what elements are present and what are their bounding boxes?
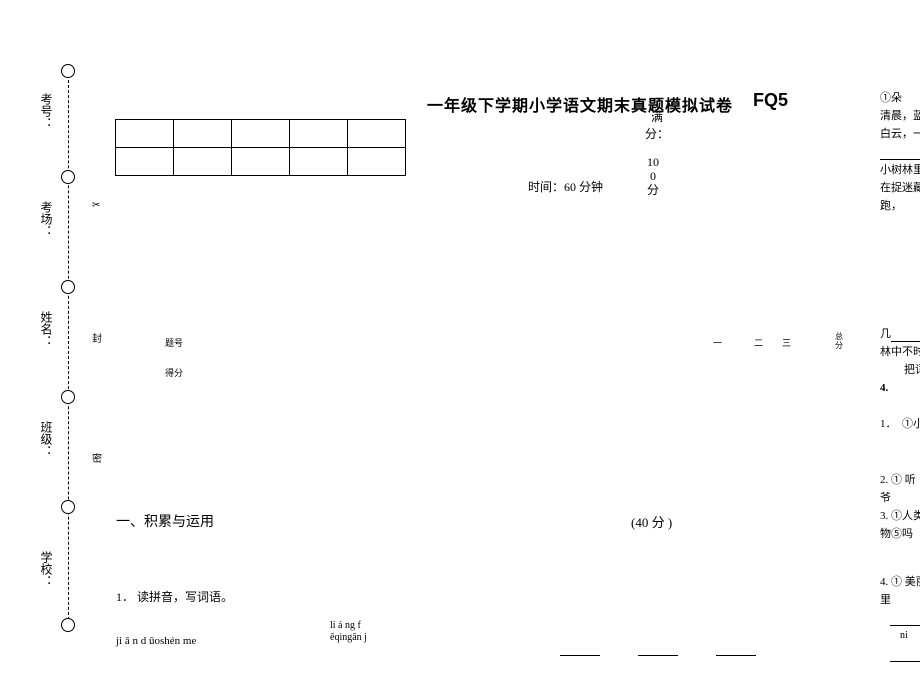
- binding-rail: 考号： 考场： ✂ 姓名： 封 班级： 密 学校：: [38, 70, 98, 630]
- text: ēqingān j: [330, 632, 367, 643]
- rail-label-text: 学校：: [38, 551, 55, 587]
- text: 分: [647, 183, 659, 197]
- answer-blank: [638, 638, 678, 656]
- rc-list-1: 1． ①小羊 ②哟: [880, 416, 920, 432]
- time-label: 时间：60 分钟: [528, 178, 603, 195]
- rail-circle: [61, 618, 75, 632]
- q-number: 4.: [880, 382, 888, 394]
- full-score-value: 10 0 分: [647, 155, 659, 197]
- rc-text: 林中不时吹过一: [880, 344, 920, 360]
- rc-text: 小树林里玩耍，几: [880, 162, 920, 178]
- rail-circle: [61, 500, 75, 514]
- rc-list-3: 3. ①人类的②是③给: [880, 508, 920, 524]
- score-grid: [115, 119, 406, 176]
- rail-label-text: 考场：: [38, 201, 55, 237]
- rail-label-text: 班级：: [38, 421, 55, 457]
- rail-label-room: 考场：: [38, 190, 55, 248]
- right-column: ①朵 ②片 清晨，蓝蓝的天空飘 白云，一小 小树林里玩耍，几 在捉迷藏，几 跑，…: [880, 90, 920, 664]
- rail-label-examno: 考号：: [38, 82, 55, 140]
- text: 分：: [645, 127, 669, 141]
- full-score-label: 满 分：: [645, 108, 669, 142]
- blank: [891, 330, 920, 342]
- question-1: 1． 读拼音，写词语。: [116, 588, 233, 605]
- rc-list-4: 4. ① 美丽: [880, 574, 920, 590]
- col-total: 总分: [835, 332, 843, 350]
- seal-mark: 密: [92, 450, 102, 465]
- rc-text: 清晨，蓝蓝的天空飘: [880, 108, 920, 124]
- col-tihao: 题号: [165, 336, 183, 349]
- scissor-mark: ✂: [92, 200, 100, 211]
- rc-text: 爷 ⑦讲: [880, 490, 920, 506]
- rail-label-class: 班级：: [38, 410, 55, 468]
- text: 10: [647, 155, 659, 169]
- q-text: 读拼音，写词语。: [137, 590, 233, 604]
- rail-dashed-line: [68, 70, 69, 630]
- rc-blank: [880, 646, 920, 662]
- blank: [890, 614, 920, 626]
- seal-mark: 封: [92, 330, 102, 345]
- rc-q4: 4. （填序: [880, 380, 920, 396]
- col-2: 二: [754, 336, 763, 349]
- pinyin-2: li á ng f ēqingān j: [330, 620, 367, 644]
- pinyin-1: ji ā n d ūoshén me: [116, 635, 196, 647]
- rail-circle: [61, 64, 75, 78]
- rc-text: 白云，一小: [880, 126, 920, 142]
- rc-pinyin: ni: [880, 628, 920, 644]
- text: 满: [651, 110, 663, 124]
- rail-circle: [61, 390, 75, 404]
- rc-text: 把词语排成一: [880, 362, 920, 378]
- rc-text: 物⑤吗: [880, 526, 920, 542]
- rail-circle: [61, 170, 75, 184]
- rc-text: 几马儿在散: [880, 326, 920, 342]
- rc-text: 跑，: [880, 198, 920, 214]
- rc-blank: [880, 144, 920, 160]
- blank: [890, 650, 920, 662]
- col-3: 三: [782, 336, 791, 349]
- rc-blank: [880, 610, 920, 626]
- q-number: 1．: [116, 590, 134, 604]
- paper-code: FQ5: [753, 90, 788, 111]
- rc-text: 里 ⑦多: [880, 592, 920, 608]
- rc-text: 在捉迷藏，几: [880, 180, 920, 196]
- section-1-heading: 一、积累与运用: [116, 511, 214, 531]
- rail-circle: [61, 280, 75, 294]
- answer-blank: [560, 638, 600, 656]
- section-1-score: (40 分 ): [631, 512, 672, 531]
- rail-label-text: 考号：: [38, 93, 55, 129]
- row-defen: 得分: [165, 366, 183, 379]
- blank: [880, 148, 920, 160]
- text: 0: [650, 169, 656, 183]
- rc-options: ①朵 ②片: [880, 90, 920, 106]
- rc-text: ②: [880, 454, 920, 470]
- page-title: 一年级下学期小学语文期末真题模拟试卷: [427, 92, 733, 116]
- answer-blank: [716, 638, 756, 656]
- text: li á ng f: [330, 620, 361, 631]
- rail-label-school: 学校：: [38, 540, 55, 598]
- rail-label-text: 姓名：: [38, 311, 55, 347]
- rail-label-name: 姓名：: [38, 300, 55, 358]
- rc-list-2: 2. ① 听 事: [880, 472, 920, 488]
- col-1: 一: [713, 336, 722, 349]
